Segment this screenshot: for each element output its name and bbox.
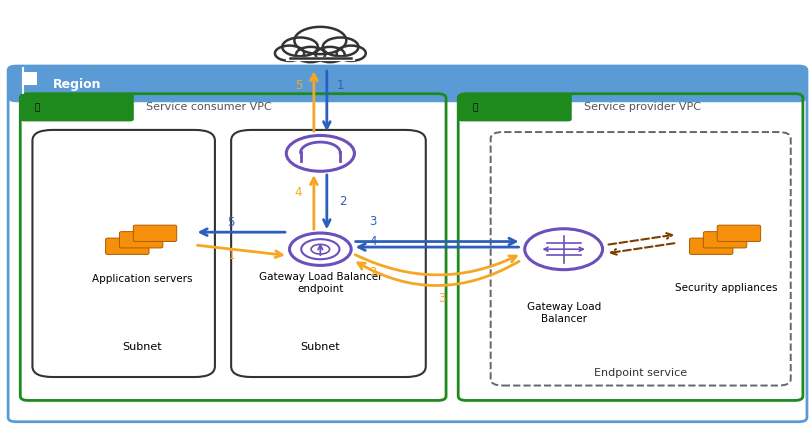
FancyBboxPatch shape	[689, 238, 733, 254]
FancyBboxPatch shape	[105, 238, 149, 254]
Text: Subnet: Subnet	[301, 342, 340, 352]
Text: 4: 4	[369, 235, 377, 248]
FancyBboxPatch shape	[133, 225, 177, 242]
Text: 1: 1	[227, 249, 235, 262]
Text: Security appliances: Security appliances	[675, 282, 777, 293]
FancyBboxPatch shape	[717, 225, 761, 242]
FancyBboxPatch shape	[703, 232, 747, 248]
Text: 5: 5	[227, 216, 235, 229]
Text: 🔒: 🔒	[473, 103, 478, 112]
Text: 4: 4	[294, 186, 302, 199]
FancyBboxPatch shape	[458, 94, 572, 121]
Text: 2: 2	[369, 266, 377, 279]
FancyBboxPatch shape	[20, 94, 134, 121]
Text: 1: 1	[337, 79, 345, 92]
Text: 3: 3	[369, 215, 377, 228]
Text: Service provider VPC: Service provider VPC	[584, 102, 701, 112]
Text: 🔒: 🔒	[35, 103, 41, 112]
Text: 2: 2	[339, 195, 347, 208]
Text: Application servers: Application servers	[92, 274, 192, 284]
FancyBboxPatch shape	[23, 72, 37, 85]
Text: Endpoint service: Endpoint service	[594, 368, 687, 378]
Text: Service consumer VPC: Service consumer VPC	[146, 102, 272, 112]
FancyBboxPatch shape	[119, 232, 163, 248]
Text: 3: 3	[438, 292, 446, 305]
Text: Gateway Load
Balancer: Gateway Load Balancer	[526, 302, 601, 324]
Text: Region: Region	[53, 78, 101, 91]
Text: 5: 5	[294, 79, 303, 92]
Text: Gateway Load Balancer
endpoint: Gateway Load Balancer endpoint	[259, 273, 382, 294]
FancyBboxPatch shape	[8, 66, 807, 102]
Text: Subnet: Subnet	[122, 342, 161, 352]
